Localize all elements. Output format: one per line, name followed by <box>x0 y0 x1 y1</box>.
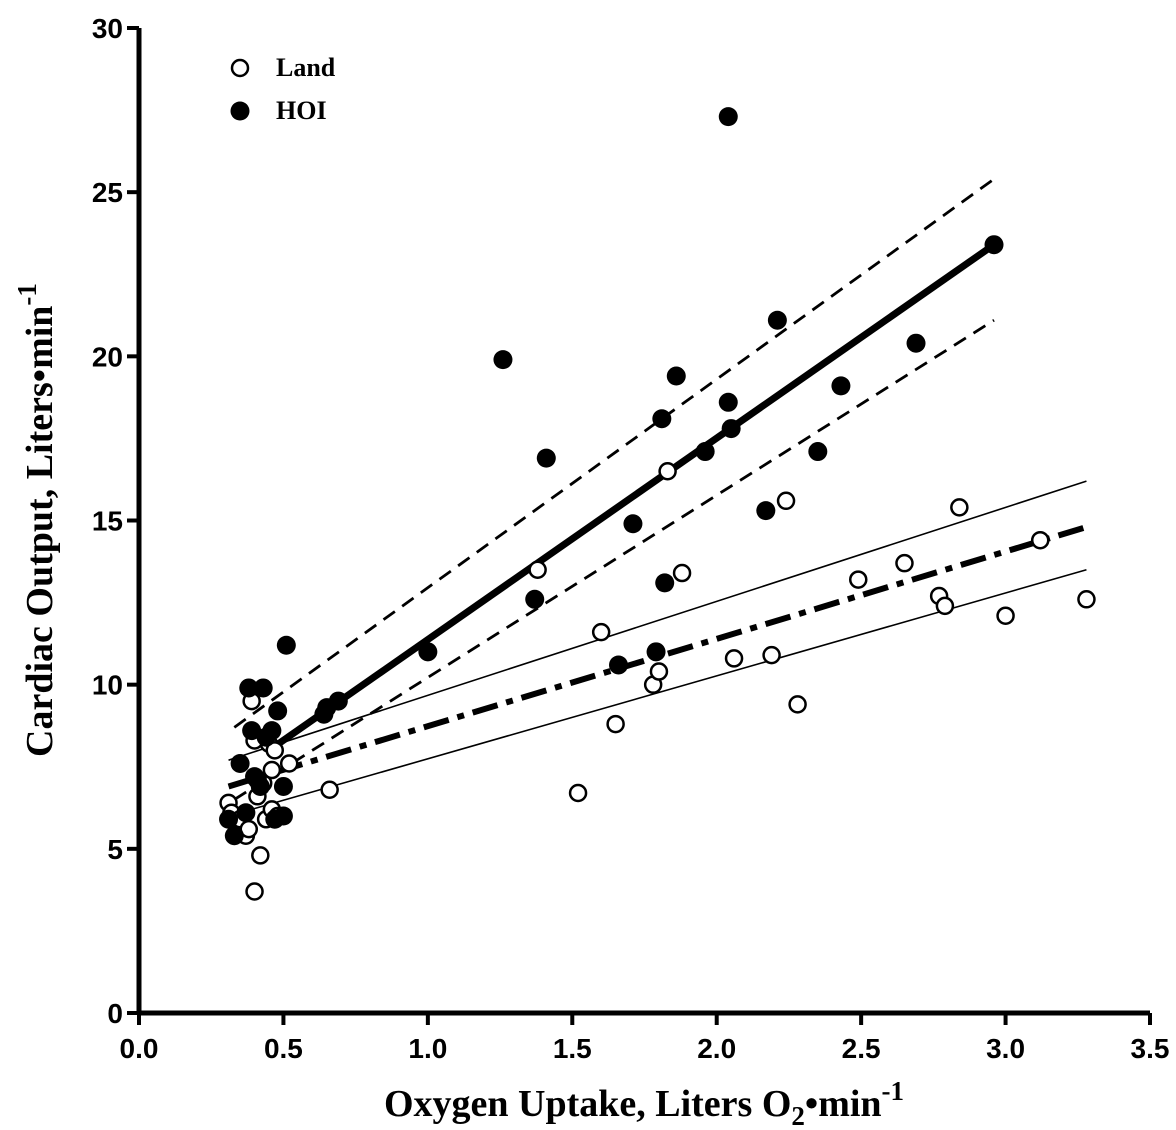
fit-line-hoi-dashed <box>233 177 995 729</box>
y-tick-label: 5 <box>107 834 123 865</box>
point-hoi <box>418 642 438 662</box>
legend-marker-hoi <box>230 101 250 121</box>
point-land <box>1077 590 1096 609</box>
fit-line-land-thin <box>228 480 1087 761</box>
x-tick-label: 0.0 <box>120 1033 159 1064</box>
point-hoi <box>224 826 244 846</box>
point-hoi <box>652 409 672 429</box>
y-tick-label: 0 <box>107 998 123 1029</box>
point-land <box>265 741 285 760</box>
point-hoi <box>695 442 715 462</box>
point-hoi <box>493 350 513 370</box>
point-land <box>528 560 547 579</box>
point-land <box>672 563 692 583</box>
point-hoi <box>666 366 686 386</box>
point-hoi <box>253 678 273 698</box>
point-land <box>245 882 264 901</box>
x-tick-label: 1.0 <box>408 1033 447 1064</box>
point-hoi <box>273 776 293 796</box>
point-hoi <box>718 107 738 127</box>
point-hoi <box>262 721 282 741</box>
axes <box>136 28 1150 1016</box>
point-hoi <box>808 442 828 462</box>
point-hoi <box>250 776 270 796</box>
point-hoi <box>268 701 288 721</box>
x-tick-label: 0.5 <box>264 1033 303 1064</box>
point-land <box>251 846 270 865</box>
x-axis-title: Oxygen Uptake, Liters O2•min-1 <box>384 1076 904 1130</box>
x-tick-label: 2.0 <box>697 1033 736 1064</box>
x-tick-label: 3.0 <box>986 1033 1025 1064</box>
point-land <box>895 553 914 573</box>
point-hoi <box>273 806 293 826</box>
point-land <box>1030 530 1050 550</box>
point-hoi <box>236 803 256 823</box>
point-hoi <box>242 721 262 741</box>
x-tick-label: 1.5 <box>553 1033 592 1064</box>
point-hoi <box>831 376 851 396</box>
point-hoi <box>767 310 787 330</box>
point-hoi <box>721 419 741 439</box>
point-land <box>935 596 955 616</box>
point-land <box>762 645 781 665</box>
data-points <box>219 107 1096 901</box>
point-land <box>950 498 969 517</box>
point-hoi <box>906 333 926 353</box>
point-land <box>658 462 677 481</box>
axis-ticks: 0.0 0.5 1.0 1.5 2.0 2.5 3.0 3.5 0 5 10 15 20 25 30 <box>92 13 1170 1064</box>
point-hoi <box>328 691 348 711</box>
legend-marker-land <box>230 58 250 78</box>
point-hoi <box>756 501 776 521</box>
point-hoi <box>276 635 296 655</box>
point-hoi <box>230 753 250 773</box>
regression-lines <box>227 177 1088 817</box>
y-tick-label: 10 <box>92 670 123 701</box>
point-land <box>776 491 796 511</box>
point-land <box>606 714 625 734</box>
point-land <box>849 570 868 589</box>
point-hoi <box>239 678 259 698</box>
point-land <box>320 780 339 799</box>
point-hoi <box>609 655 629 675</box>
x-tick-label: 2.5 <box>842 1033 881 1064</box>
y-tick-label: 15 <box>92 506 123 537</box>
point-hoi <box>536 448 556 468</box>
point-land <box>262 760 282 780</box>
point-hoi <box>646 642 666 662</box>
point-land <box>279 754 299 773</box>
point-land <box>568 783 588 803</box>
point-land <box>724 649 744 668</box>
y-axis-title: Cardiac Output, Liters•min-1 <box>12 283 61 757</box>
point-hoi <box>623 514 643 534</box>
fit-line-hoi-thick-solid <box>266 241 997 754</box>
point-hoi <box>718 392 738 412</box>
x-tick-label: 3.5 <box>1131 1033 1170 1064</box>
point-land <box>591 622 611 642</box>
point-hoi <box>525 589 545 609</box>
legend-label-land: Land <box>276 53 336 82</box>
y-tick-label: 25 <box>92 177 123 208</box>
y-tick-label: 20 <box>92 341 123 372</box>
point-land <box>788 695 807 714</box>
point-land <box>996 606 1015 625</box>
y-tick-label: 30 <box>92 13 123 44</box>
point-hoi <box>655 573 675 593</box>
point-hoi <box>219 809 239 829</box>
legend: Land HOI <box>230 53 336 125</box>
point-hoi <box>984 235 1004 255</box>
fit-line-hoi-dashed <box>233 319 995 801</box>
legend-label-hoi: HOI <box>276 96 327 125</box>
point-land <box>649 662 669 681</box>
